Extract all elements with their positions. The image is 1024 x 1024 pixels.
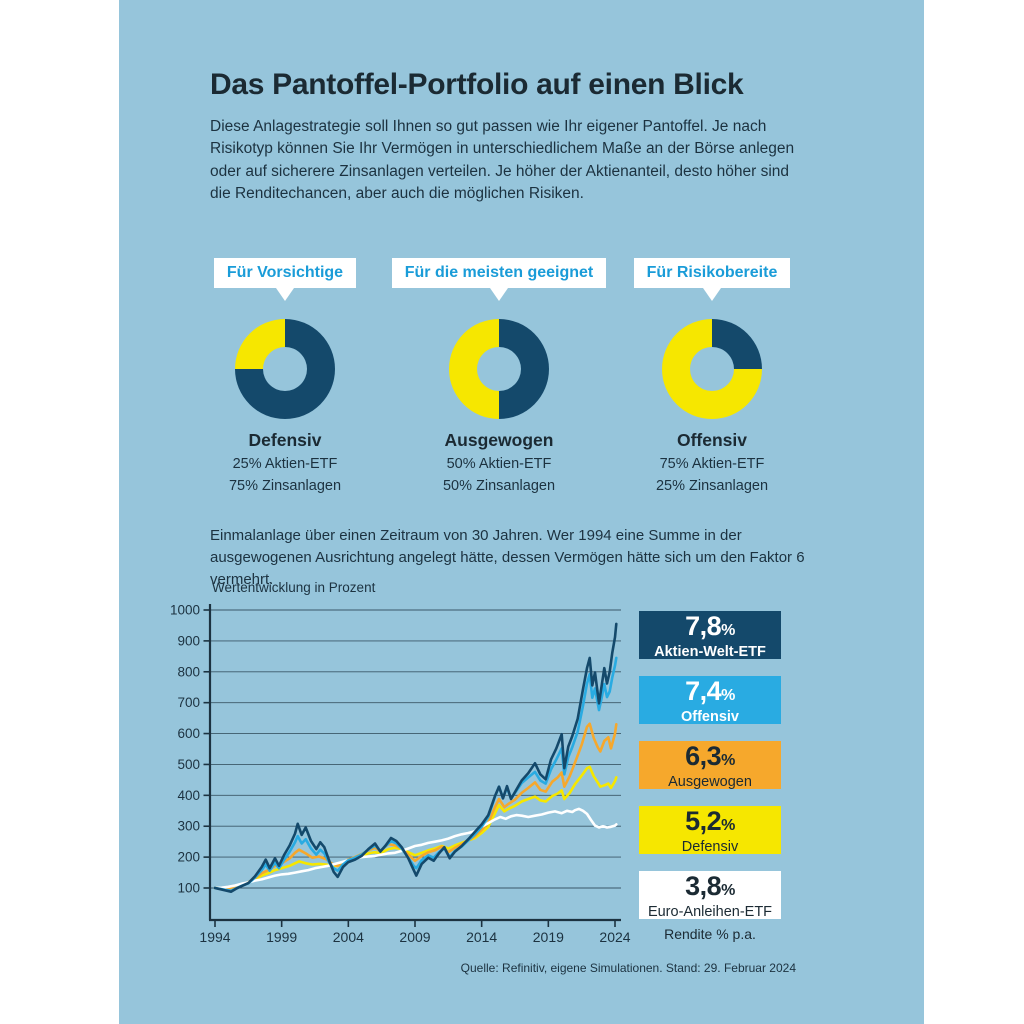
legend-label: Defensiv — [681, 839, 739, 855]
legend-item-aktien-welt-etf: 7,8% Aktien-Welt-ETF — [639, 611, 781, 660]
portfolio-column-offensiv: Für Risikobereite Offensiv 75% Aktien-ET… — [600, 258, 824, 495]
performance-line-chart: 100 200 300 400 500 600 700 800 900 1000 1994 1999 2… — [170, 603, 631, 946]
x-tick-label: 2004 — [333, 929, 364, 945]
series-line-offensiv — [213, 656, 618, 893]
legend-item-offensiv: 7,4% Offensiv — [639, 676, 781, 725]
allocation-donut-offensiv — [662, 319, 762, 419]
legend-label: Ausgewogen — [668, 774, 752, 790]
audience-bubble-offensiv: Für Risikobereite — [633, 258, 791, 301]
y-tick-label: 100 — [177, 881, 200, 896]
legend-item-euro-anleihen-etf: 3,8% Euro-Anleihen-ETF — [639, 871, 781, 920]
note-text: Einmalanlage über einen Zeitraum von 30 … — [210, 527, 805, 588]
zins-allocation: 75% Zinsanlagen — [228, 478, 342, 494]
chart-title: Wertentwicklung in Prozent — [212, 580, 376, 595]
series-line-euro-anleihen-etf — [213, 807, 618, 890]
x-tick-label: 1999 — [266, 929, 297, 945]
audience-bubble-label: Für die meisten geeignet — [404, 264, 594, 281]
legend-item-defensiv: 5,2% Defensiv — [639, 806, 781, 855]
legend-item-ausgewogen: 6,3% Ausgewogen — [639, 741, 781, 790]
aktien-allocation: 25% Aktien-ETF — [232, 456, 338, 472]
audience-bubble-defensiv: Für Vorsichtige — [213, 258, 357, 301]
portfolio-column-ausgewogen: Für die meisten geeignet Ausgewogen 50% … — [387, 258, 611, 495]
portfolio-name: Defensiv — [248, 430, 322, 450]
legend-label: Euro-Anleihen-ETF — [647, 904, 773, 920]
bubble-pointer-icon — [489, 288, 508, 301]
legend-value: 6,3% — [685, 741, 735, 771]
y-tick-label: 300 — [177, 819, 200, 834]
aktien-allocation: 50% Aktien-ETF — [446, 456, 552, 472]
bubble-pointer-icon — [275, 288, 294, 301]
allocation-donut-ausgewogen — [449, 319, 549, 419]
intro-text: Diese Anlagestrategie soll Ihnen so gut … — [210, 118, 795, 203]
zins-allocation: 50% Zinsanlagen — [442, 478, 556, 494]
legend-value: 3,8% — [685, 871, 735, 901]
series-line-ausgewogen — [213, 722, 618, 890]
legend-footer: Rendite % p.a. — [664, 926, 756, 942]
portfolio-name: Ausgewogen — [444, 430, 554, 450]
y-tick-label: 700 — [177, 695, 200, 710]
series-line-defensiv — [213, 765, 618, 890]
source-text: Quelle: Refinitiv, eigene Simulationen. … — [460, 961, 796, 975]
y-tick-label: 800 — [177, 664, 200, 679]
x-tick-label: 1994 — [199, 929, 230, 945]
legend-value: 7,8% — [685, 611, 735, 641]
audience-bubble-label: Für Risikobereite — [646, 264, 778, 281]
aktien-allocation: 75% Aktien-ETF — [659, 456, 765, 472]
y-tick-label: 400 — [177, 788, 200, 803]
portfolio-name: Offensiv — [676, 430, 748, 450]
x-tick-label: 2024 — [599, 929, 630, 945]
bubble-pointer-icon — [702, 288, 721, 301]
page-title: Das Pantoffel-Portfolio auf einen Blick — [210, 68, 744, 101]
legend-value: 5,2% — [685, 806, 735, 836]
x-tick-label: 2019 — [533, 929, 564, 945]
audience-bubble-label: Für Vorsichtige — [226, 264, 344, 281]
x-tick-label: 2014 — [466, 929, 497, 945]
legend-label: Aktien-Welt-ETF — [654, 644, 766, 660]
y-tick-label: 200 — [177, 850, 200, 865]
series-line-aktien-welt-etf — [213, 622, 618, 894]
x-tick-label: 2009 — [399, 929, 430, 945]
y-tick-label: 1000 — [170, 603, 200, 618]
y-tick-label: 500 — [177, 757, 200, 772]
allocation-donut-defensiv — [235, 319, 335, 419]
portfolio-column-defensiv: Für Vorsichtige Defensiv 25% Aktien-ETF … — [173, 258, 397, 495]
legend-value: 7,4% — [685, 676, 735, 706]
content-panel: Das Pantoffel-Portfolio auf einen Blick … — [119, 0, 924, 1024]
y-tick-label: 600 — [177, 726, 200, 741]
y-tick-label: 900 — [177, 633, 200, 648]
audience-bubble-ausgewogen: Für die meisten geeignet — [391, 258, 607, 301]
zins-allocation: 25% Zinsanlagen — [655, 478, 769, 494]
legend-label: Offensiv — [680, 709, 739, 725]
